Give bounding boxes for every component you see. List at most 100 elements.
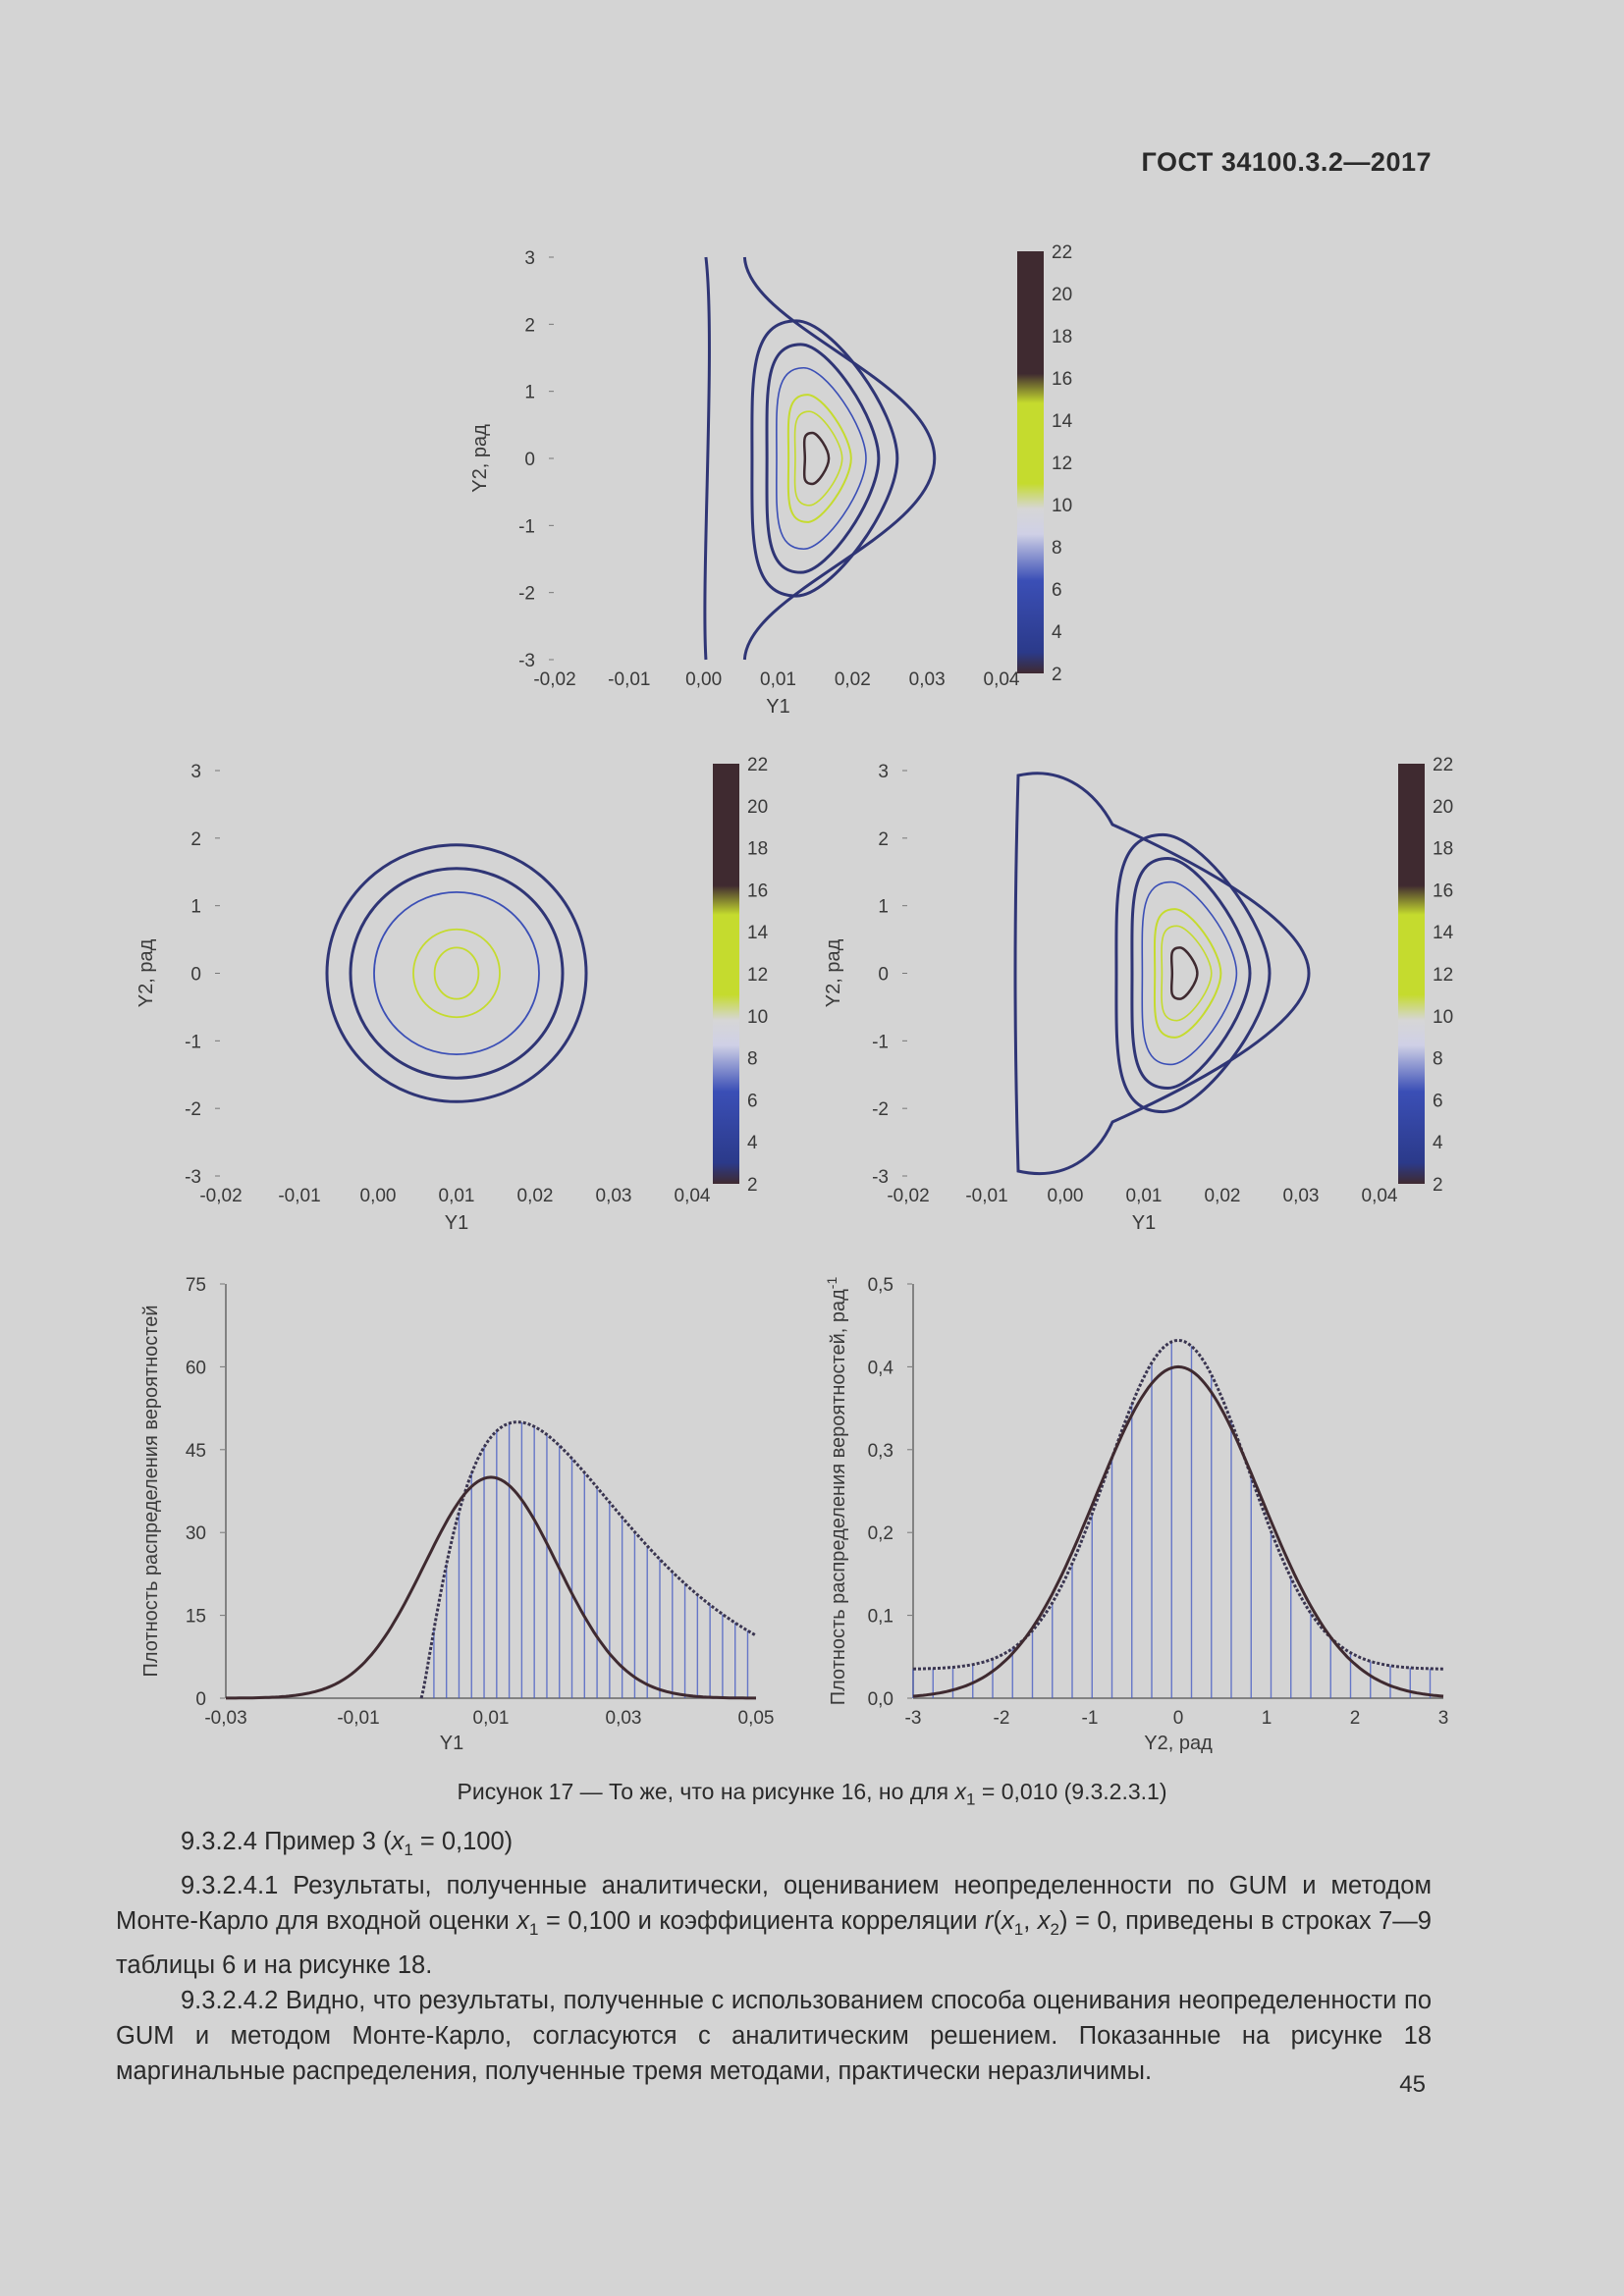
y-tick-label: -3 — [185, 1167, 201, 1188]
y-axis-label: Y2, рад — [469, 424, 491, 493]
y-tick-label: -1 — [518, 516, 535, 537]
y-tick-label: -1 — [872, 1032, 889, 1052]
contour-line — [793, 410, 843, 507]
page-number: 45 — [1399, 2071, 1426, 2098]
y-tick-label: 45 — [186, 1441, 206, 1462]
x-tick-label: 0,04 — [675, 1186, 711, 1206]
contour-line — [325, 843, 588, 1103]
y-tick-label: 0,0 — [868, 1689, 893, 1710]
contour-line — [1169, 946, 1199, 1000]
colorbar-tick-label: 8 — [1433, 1049, 1443, 1070]
x-tick-label: 0,00 — [360, 1186, 397, 1206]
x-tick-label: 0,04 — [984, 669, 1020, 690]
x-tick-label: 0,03 — [1283, 1186, 1320, 1206]
y-tick-label: 3 — [524, 248, 535, 269]
x-tick-label: -2 — [994, 1708, 1010, 1729]
colorbar-tick-label: 2 — [1052, 665, 1062, 685]
y-tick-label: -1 — [185, 1032, 201, 1052]
colorbar-tick-label: 14 — [1433, 923, 1454, 943]
x-tick-label: -0,01 — [337, 1708, 379, 1729]
y-tick-label: 60 — [186, 1358, 206, 1378]
y-tick-label: 0,1 — [868, 1607, 893, 1628]
y-tick-label: -2 — [518, 584, 535, 605]
x-tick-label: 0,03 — [909, 669, 946, 690]
y-tick-label: 30 — [186, 1523, 206, 1544]
x-tick-label: 1 — [1262, 1708, 1272, 1729]
colorbar — [1398, 764, 1425, 1184]
x-tick-label: 3 — [1438, 1708, 1449, 1729]
x-tick-label: -0,02 — [533, 669, 575, 690]
x-tick-label: 0,03 — [606, 1708, 642, 1729]
y-tick-label: -3 — [518, 651, 535, 671]
y-tick-label: -2 — [185, 1099, 201, 1120]
gum-curve — [226, 1475, 756, 1700]
y-axis-label: Плотность распределения вероятностей — [140, 1306, 162, 1678]
contour-line — [802, 431, 831, 486]
x-tick-label: -1 — [1082, 1708, 1099, 1729]
y-tick-label: 75 — [186, 1275, 206, 1296]
y-axis-label: Плотность распределения вероятностей, ра… — [824, 1277, 849, 1706]
x-tick-label: 0,05 — [738, 1708, 775, 1729]
colorbar-tick-label: 18 — [1433, 839, 1453, 860]
colorbar-tick-label: 16 — [1052, 369, 1072, 390]
x-tick-label: 0,01 — [1126, 1186, 1163, 1206]
x-tick-label: 2 — [1350, 1708, 1361, 1729]
x-tick-label: 0,01 — [760, 669, 796, 690]
x-tick-label: 0,02 — [835, 669, 871, 690]
x-axis-label: Y1 — [445, 1212, 468, 1234]
x-tick-label: 0,01 — [439, 1186, 475, 1206]
y-tick-label: 15 — [186, 1607, 206, 1628]
y-tick-label: 3 — [190, 762, 201, 782]
monte-carlo-curve — [419, 1420, 757, 1699]
colorbar-tick-label: 4 — [1052, 622, 1062, 643]
figure-caption: Рисунок 17 — То же, что на рисунке 16, н… — [457, 1779, 1167, 1809]
y-tick-label: 0,4 — [868, 1358, 894, 1378]
contour-line — [433, 946, 480, 1000]
y-tick-label: 0 — [524, 450, 535, 470]
y-tick-label: 0,3 — [868, 1441, 893, 1462]
y-tick-label: 0 — [195, 1689, 206, 1710]
x-axis-label: Y1 — [1132, 1212, 1156, 1234]
colorbar-tick-label: 20 — [1433, 797, 1453, 818]
contour-line — [373, 891, 540, 1056]
x-axis-label: Y1 — [440, 1733, 463, 1754]
colorbar-tick-label: 14 — [1052, 411, 1073, 432]
x-tick-label: -0,02 — [887, 1186, 929, 1206]
x-tick-label: -3 — [905, 1708, 922, 1729]
x-tick-label: 0,04 — [1362, 1186, 1398, 1206]
colorbar — [713, 764, 739, 1184]
y-tick-label: 0 — [190, 965, 201, 986]
y-axis-label: Y2, рад — [823, 938, 844, 1007]
x-tick-label: -0,02 — [199, 1186, 242, 1206]
contour-line — [1141, 881, 1238, 1066]
colorbar-tick-label: 18 — [1052, 327, 1072, 347]
colorbar-tick-label: 22 — [747, 755, 768, 775]
colorbar-tick-label: 14 — [747, 923, 769, 943]
contour-line — [1114, 832, 1272, 1114]
body-text: 9.3.2.4 Пример 3 (x1 = 0,100) 9.3.2.4.1 … — [116, 1824, 1432, 2089]
x-tick-label: 0,00 — [1048, 1186, 1084, 1206]
paragraph-2: 9.3.2.4.2 Видно, что результаты, получен… — [116, 1987, 1432, 2086]
y-tick-label: 2 — [190, 829, 201, 850]
colorbar-tick-label: 10 — [1052, 496, 1072, 516]
x-tick-label: 0,00 — [685, 669, 722, 690]
y-tick-label: 1 — [524, 383, 535, 403]
contour-line — [765, 343, 881, 574]
y-tick-label: 0,5 — [868, 1275, 893, 1296]
y-tick-label: 1 — [878, 897, 889, 918]
x-tick-label: 0 — [1173, 1708, 1184, 1729]
x-axis-label: Y1 — [766, 696, 789, 718]
colorbar-tick-label: 4 — [747, 1133, 758, 1153]
x-tick-label: 0,02 — [517, 1186, 554, 1206]
y-tick-label: 0 — [878, 965, 889, 986]
colorbar-tick-label: 8 — [1052, 538, 1062, 559]
contour-outer — [1013, 772, 1311, 1176]
y-tick-label: -3 — [872, 1167, 889, 1188]
y-axis-label-sup: -1 — [824, 1277, 839, 1290]
x-axis-label: Y2, рад — [1144, 1733, 1213, 1754]
x-tick-label: 0,03 — [596, 1186, 632, 1206]
contour-line — [412, 928, 501, 1019]
y-tick-label: -2 — [872, 1099, 889, 1120]
